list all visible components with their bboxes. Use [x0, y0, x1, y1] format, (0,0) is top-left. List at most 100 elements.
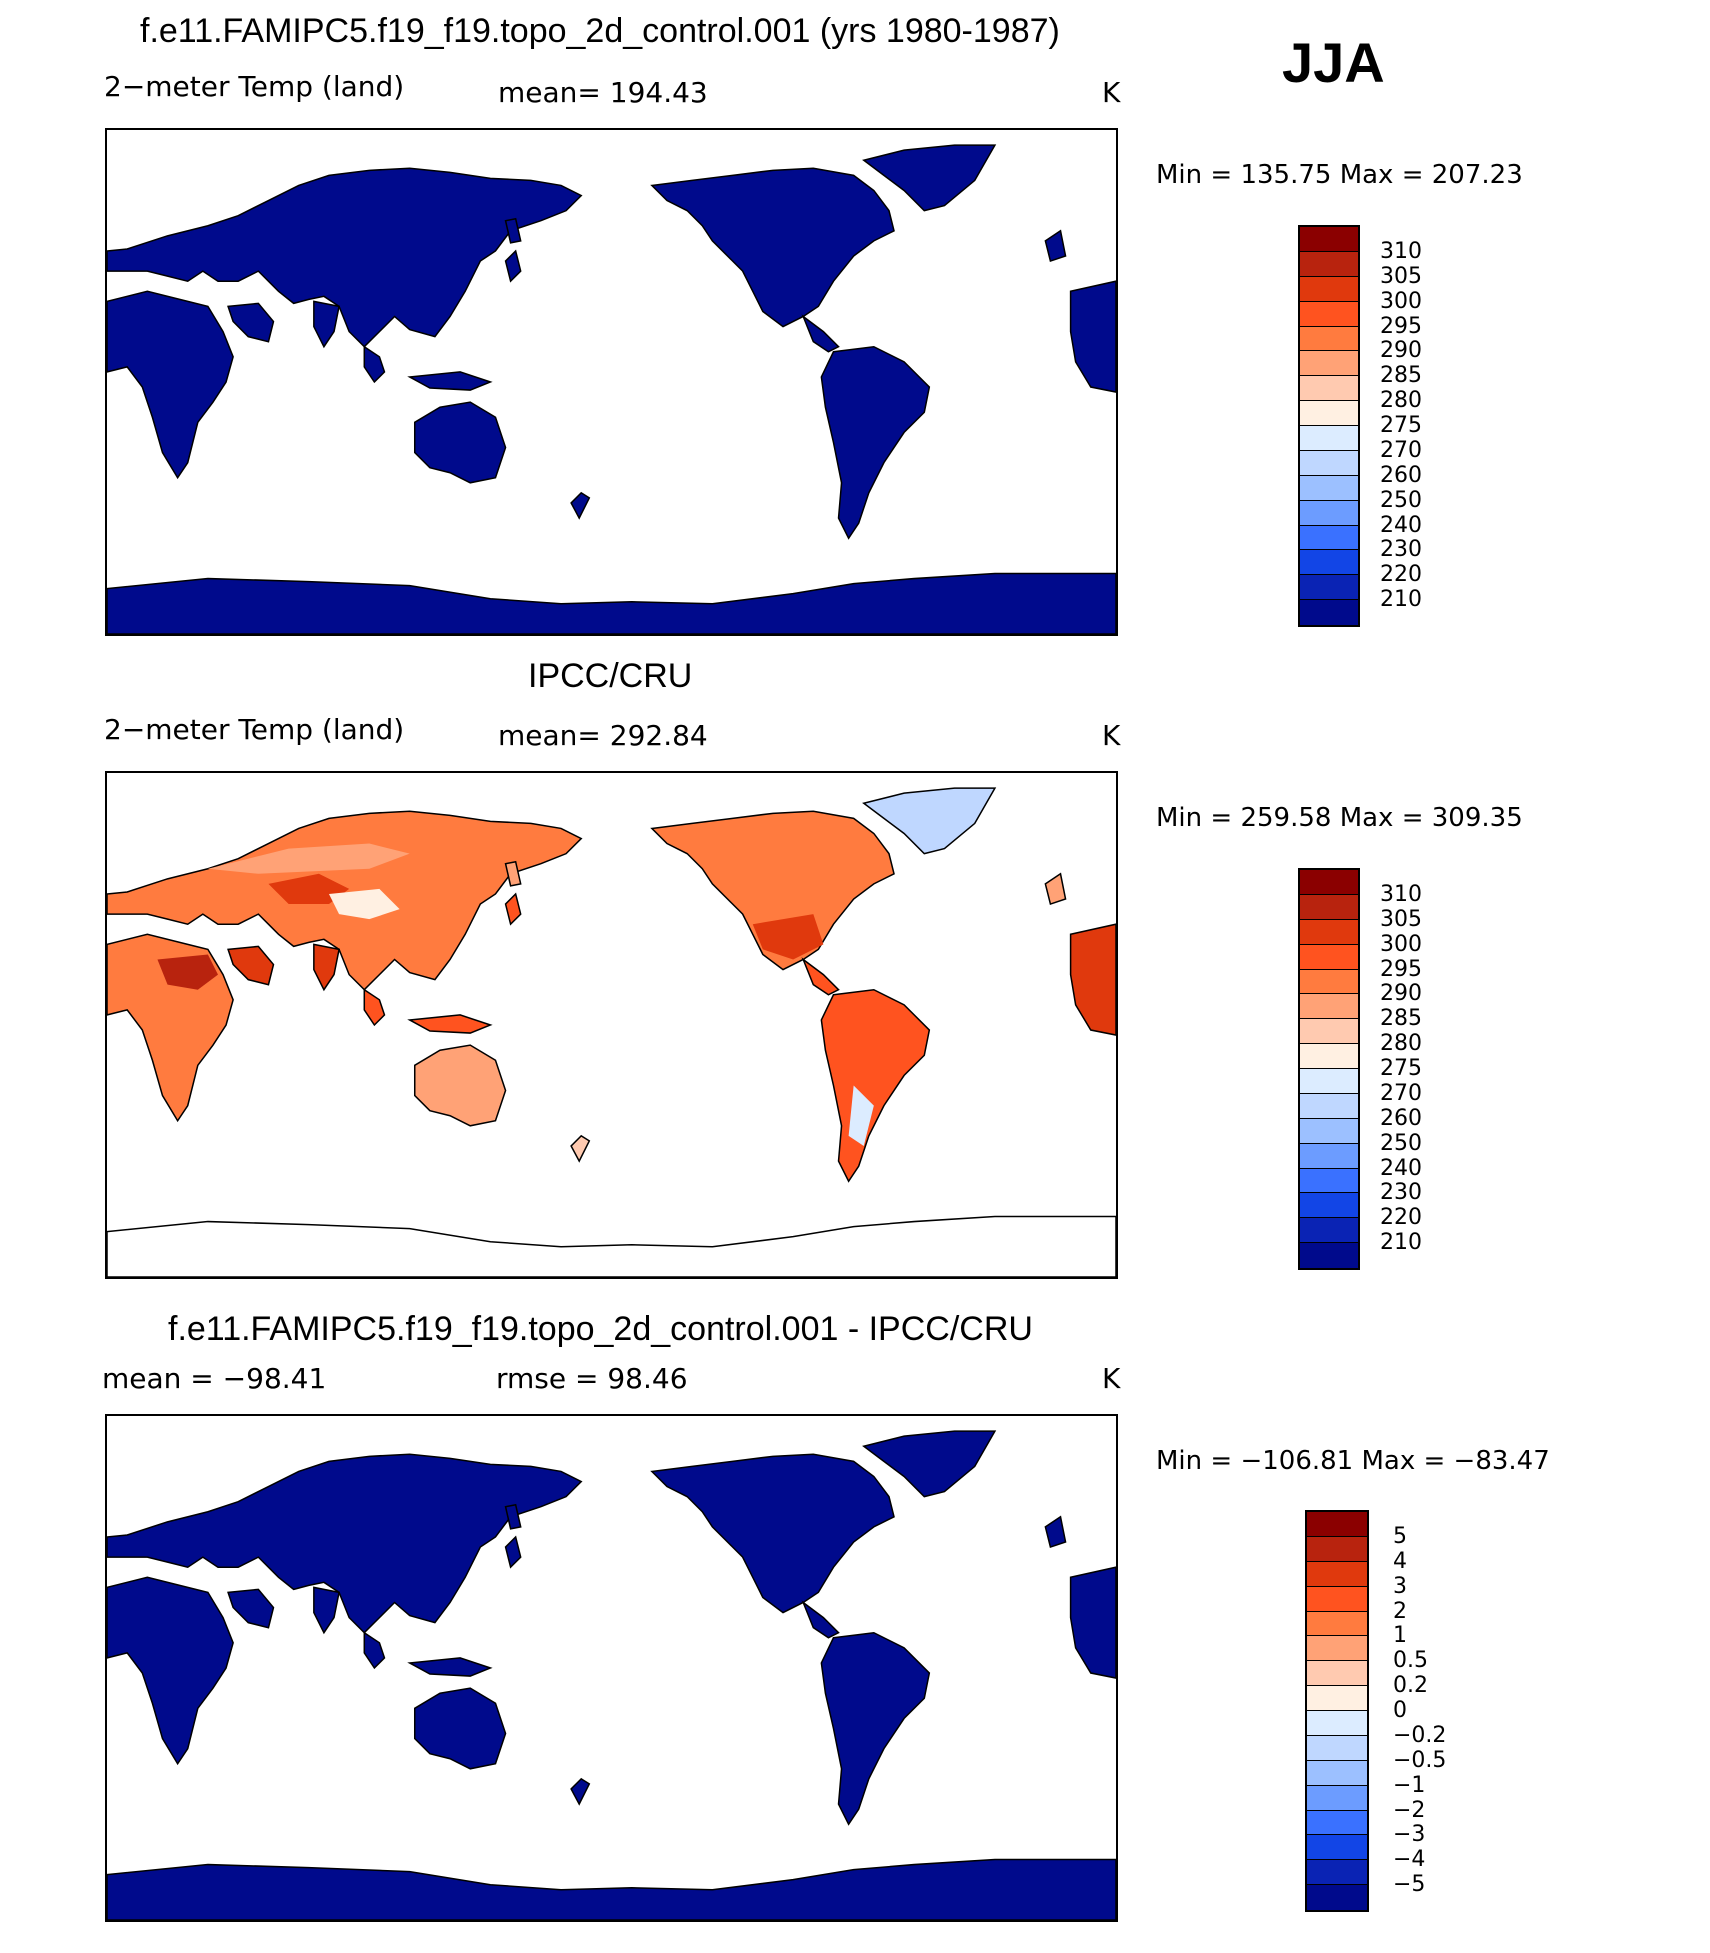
- colorbar-swatch: [1300, 919, 1358, 945]
- landmass-greenland: [862, 787, 997, 855]
- colorbar-tick-label: 290: [1380, 338, 1422, 364]
- colorbar-swatch: [1300, 600, 1358, 625]
- landmass-namerica: [650, 810, 895, 971]
- colorbar-tick-label: −4: [1393, 1847, 1426, 1873]
- panel2-colorbar: [1298, 868, 1360, 1270]
- landmass-africa: [107, 290, 234, 480]
- panel3-mean-label: mean = −98.41: [102, 1362, 327, 1395]
- panel3-map-svg: [107, 1430, 1116, 1920]
- landmass-sakhalin: [504, 860, 522, 887]
- colorbar-tick-label: 1: [1393, 1623, 1407, 1649]
- colorbar-swatch: [1300, 276, 1358, 302]
- landmass-india: [313, 943, 340, 992]
- colorbar-swatch: [1300, 894, 1358, 920]
- colorbar-tick-label: 3: [1393, 1573, 1407, 1599]
- colorbar-tick-label: 280: [1380, 388, 1422, 414]
- colorbar-tick-label: 295: [1380, 313, 1422, 339]
- landmass-camerica: [801, 957, 840, 996]
- colorbar-tick-label: 290: [1380, 981, 1422, 1007]
- colorbar-swatch: [1300, 525, 1358, 551]
- colorbar-swatch: [1300, 969, 1358, 995]
- colorbar-swatch: [1300, 944, 1358, 970]
- temperature-region: [328, 888, 400, 920]
- panel1-units-label: K: [1102, 76, 1121, 109]
- colorbar-swatch: [1307, 1661, 1367, 1687]
- landmass-samerica: [820, 988, 931, 1183]
- colorbar-swatch: [1307, 1536, 1367, 1562]
- panel3-map: [105, 1414, 1118, 1922]
- colorbar-swatch: [1307, 1885, 1367, 1910]
- colorbar-swatch: [1300, 1019, 1358, 1045]
- panel1-minmax: Min = 135.75 Max = 207.23: [1156, 160, 1523, 190]
- colorbar-tick-label: 210: [1380, 1230, 1422, 1256]
- landmass-arabia: [227, 1588, 275, 1629]
- landmass-arabia: [227, 302, 275, 343]
- landmass-sakhalin: [504, 1503, 522, 1530]
- landmass-australia: [413, 401, 507, 484]
- panel2-title: IPCC/CRU: [528, 657, 693, 695]
- landmass-sakhalin: [504, 217, 522, 244]
- colorbar-tick-label: 300: [1380, 931, 1422, 957]
- colorbar-swatch: [1307, 1611, 1367, 1637]
- landmass-indonesia: [407, 371, 493, 391]
- colorbar-swatch: [1307, 1735, 1367, 1761]
- landmass-camerica: [801, 1600, 840, 1639]
- colorbar-tick-label: 270: [1380, 437, 1422, 463]
- landmass-nz: [570, 1134, 591, 1163]
- panel3-colorbar: [1305, 1510, 1369, 1912]
- colorbar-tick-label: 240: [1380, 1155, 1422, 1181]
- colorbar-tick-label: −5: [1393, 1872, 1426, 1898]
- colorbar-swatch: [1300, 1069, 1358, 1094]
- landmass-sea: [363, 988, 386, 1027]
- colorbar-tick-label: 260: [1380, 462, 1422, 488]
- colorbar-tick-label: 305: [1380, 263, 1422, 289]
- colorbar-swatch: [1300, 326, 1358, 352]
- colorbar-tick-label: 275: [1380, 413, 1422, 438]
- colorbar-tick-label: −0.5: [1393, 1747, 1447, 1773]
- colorbar-swatch: [1300, 1118, 1358, 1144]
- panel2-minmax: Min = 259.58 Max = 309.35: [1156, 803, 1523, 833]
- landmass-indonesia: [407, 1657, 493, 1677]
- colorbar-tick-label: 210: [1380, 587, 1422, 613]
- landmass-namerica: [650, 167, 895, 328]
- panel2-map-svg: [107, 787, 1116, 1277]
- landmass-australia: [413, 1687, 507, 1770]
- colorbar-tick-label: 250: [1380, 1130, 1422, 1156]
- colorbar-tick-label: −3: [1393, 1822, 1426, 1848]
- landmass-indonesia: [407, 1014, 493, 1034]
- panel2-map: [105, 771, 1118, 1279]
- colorbar-swatch: [1300, 376, 1358, 402]
- colorbar-swatch: [1300, 500, 1358, 526]
- temperature-region: [848, 1085, 874, 1146]
- colorbar-tick-label: 240: [1380, 512, 1422, 538]
- landmass-eurasia: [107, 1453, 583, 1634]
- colorbar-swatch: [1300, 1193, 1358, 1219]
- temperature-region: [207, 843, 410, 874]
- colorbar-swatch: [1307, 1686, 1367, 1711]
- colorbar-swatch: [1300, 1143, 1358, 1169]
- colorbar-swatch: [1307, 1860, 1367, 1886]
- colorbar-swatch: [1300, 1093, 1358, 1119]
- panel2-variable-label: 2−meter Temp (land): [104, 713, 405, 746]
- panel1-map-svg: [107, 144, 1116, 634]
- colorbar-tick-label: 0.2: [1393, 1673, 1428, 1699]
- colorbar-tick-label: 220: [1380, 562, 1422, 588]
- colorbar-tick-label: 285: [1380, 1006, 1422, 1032]
- colorbar-swatch: [1300, 251, 1358, 277]
- panel1-variable-label: 2−meter Temp (land): [104, 70, 405, 103]
- colorbar-tick-label: 310: [1380, 238, 1422, 264]
- colorbar-tick-label: −1: [1393, 1772, 1426, 1798]
- landmass-africa: [107, 1576, 234, 1766]
- landmass-antarctica: [107, 1858, 1116, 1920]
- colorbar-tick-label: 0.5: [1393, 1648, 1428, 1674]
- colorbar-swatch: [1307, 1835, 1367, 1861]
- colorbar-swatch: [1300, 401, 1358, 426]
- colorbar-swatch: [1300, 870, 1358, 895]
- landmass-samerica: [820, 345, 931, 540]
- colorbar-swatch: [1300, 994, 1358, 1020]
- landmass-sea: [363, 1631, 386, 1670]
- landmass-greenland: [862, 1430, 997, 1498]
- landmass-britain: [1044, 872, 1067, 906]
- colorbar-swatch: [1300, 1218, 1358, 1244]
- landmass-japan: [504, 1535, 522, 1569]
